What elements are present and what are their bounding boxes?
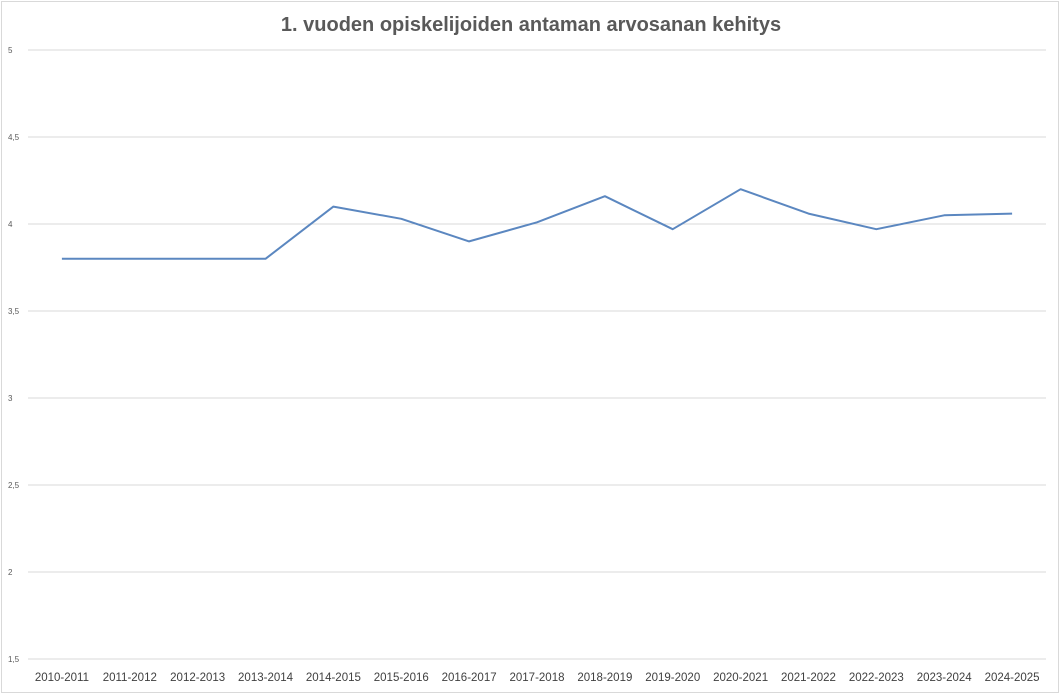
x-tick-label: 2014-2015 [306, 672, 361, 684]
chart-title: 1. vuoden opiskelijoiden antaman arvosan… [280, 14, 782, 36]
y-tick-label: 5 [8, 46, 13, 55]
x-tick-label: 2010-2011 [35, 672, 89, 684]
x-tick-label: 2016-2017 [442, 672, 497, 684]
x-tick-label: 2017-2018 [510, 672, 565, 684]
series-line [61, 188, 1013, 260]
y-tick-label: 2 [8, 568, 13, 577]
x-tick-label: 2023-2024 [917, 672, 973, 684]
y-tick-label: 2,5 [8, 481, 20, 490]
x-tick-label: 2024-2025 [985, 672, 1040, 684]
x-tick-label: 2021-2022 [781, 672, 836, 684]
x-tick-label: 2022-2023 [849, 672, 904, 684]
x-tick-label: 2020-2021 [713, 672, 768, 684]
x-tick-label: 2015-2016 [374, 672, 429, 684]
y-tick-label: 3 [8, 394, 13, 403]
x-tick-label: 2018-2019 [577, 672, 632, 684]
x-tick-label: 2019-2020 [645, 672, 700, 684]
y-tick-label: 4 [8, 220, 13, 229]
y-tick-label: 1,5 [8, 655, 20, 664]
x-tick-label: 2011-2012 [103, 672, 157, 684]
y-tick-label: 3,5 [8, 307, 20, 316]
x-tick-label: 2012-2013 [170, 672, 225, 684]
x-tick-label: 2013-2014 [238, 672, 294, 684]
y-tick-label: 4,5 [8, 133, 20, 142]
